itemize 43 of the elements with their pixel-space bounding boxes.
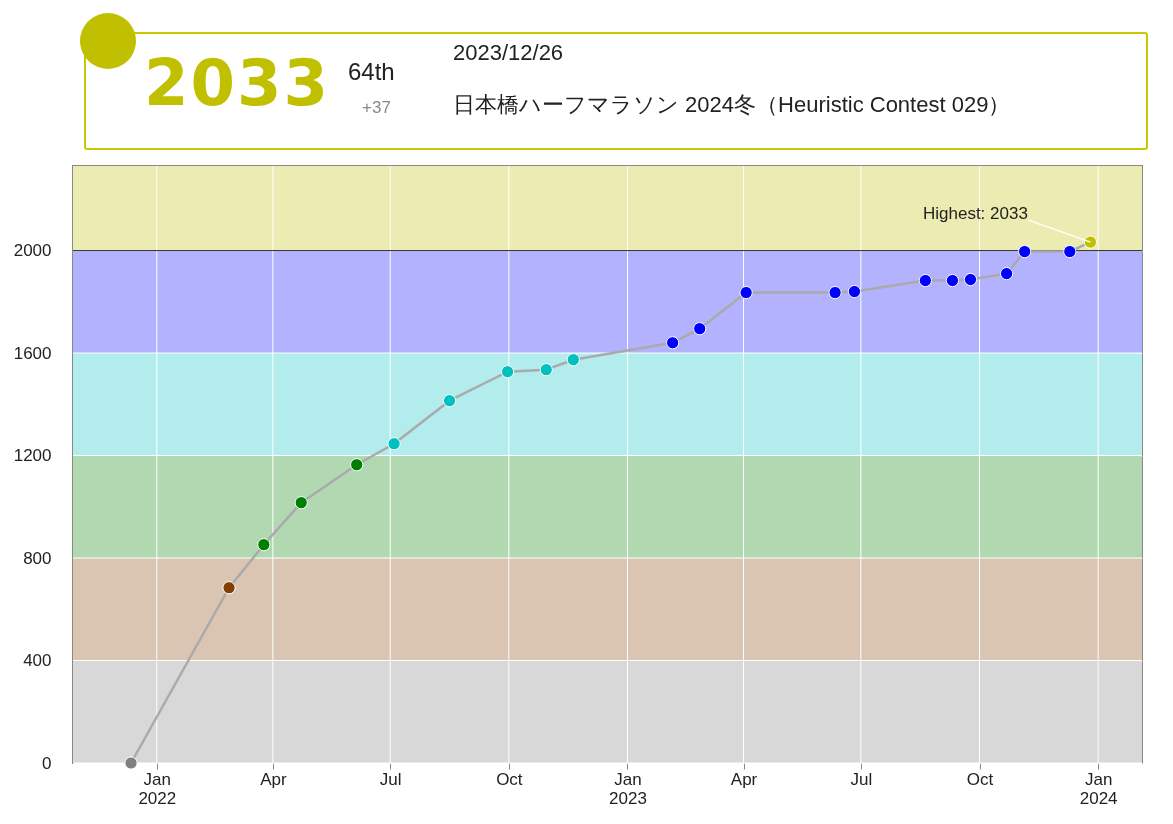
x-tick-label: Jul bbox=[850, 769, 873, 789]
text: +37 bbox=[362, 98, 391, 118]
text: 64th bbox=[348, 58, 395, 86]
point bbox=[693, 322, 707, 336]
point bbox=[442, 394, 457, 408]
x-tick-label: Jul bbox=[379, 769, 402, 789]
point bbox=[918, 273, 932, 288]
y-tick-label: 1200 bbox=[13, 446, 52, 466]
point bbox=[945, 273, 960, 288]
point bbox=[828, 285, 842, 300]
y-tick-label: 1600 bbox=[13, 343, 52, 363]
x-tick-label: Jan 2023 bbox=[609, 769, 647, 808]
y-tick-label: 2000 bbox=[13, 241, 52, 261]
point bbox=[847, 284, 862, 299]
y-tick-label: 800 bbox=[23, 548, 52, 568]
point bbox=[500, 365, 515, 379]
text: 2033 bbox=[144, 46, 331, 120]
x-tick-label: Apr bbox=[730, 769, 758, 789]
point bbox=[294, 496, 308, 510]
point bbox=[566, 353, 580, 367]
x-tick-label: Oct bbox=[966, 769, 994, 789]
point bbox=[1018, 244, 1032, 259]
annotation: Highest: 2033 bbox=[922, 204, 1028, 224]
x-tick-label: Oct bbox=[496, 769, 523, 789]
point bbox=[387, 437, 401, 451]
point bbox=[350, 458, 364, 472]
text: 2023/12/26 bbox=[453, 40, 564, 66]
point bbox=[1063, 244, 1077, 259]
y-tick-label: 0 bbox=[42, 753, 52, 773]
x-tick-label: Jan 2024 bbox=[1079, 769, 1118, 808]
point bbox=[539, 363, 553, 377]
point bbox=[222, 581, 236, 595]
point bbox=[963, 272, 978, 287]
point bbox=[1083, 235, 1098, 249]
x-tick-label: Apr bbox=[260, 769, 287, 789]
point bbox=[257, 538, 271, 552]
point bbox=[124, 756, 138, 770]
point bbox=[739, 285, 753, 300]
point bbox=[666, 336, 680, 350]
chart-title: 日本橋ハーフマラソン 2024冬（Heuristic Contest 029） bbox=[453, 91, 1011, 119]
point bbox=[999, 267, 1014, 281]
x-tick-label: Jan 2022 bbox=[138, 769, 177, 808]
y-tick-label: 400 bbox=[23, 651, 52, 671]
